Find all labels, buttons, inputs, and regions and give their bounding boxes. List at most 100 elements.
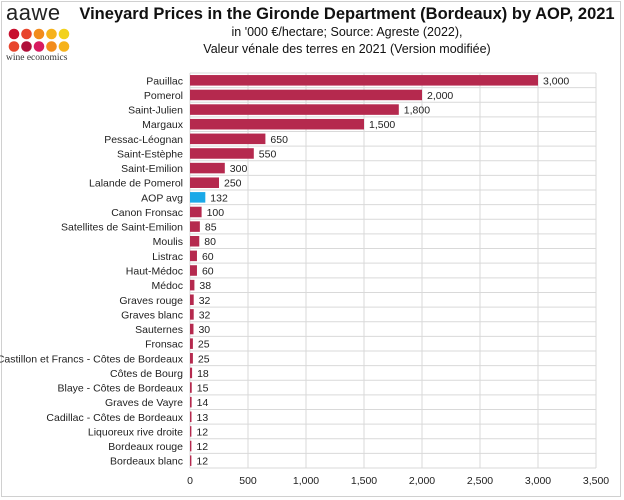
bar	[190, 338, 193, 349]
value-label: 650	[270, 134, 288, 146]
value-label: 14	[197, 397, 209, 409]
bar	[190, 133, 266, 145]
value-label: 15	[197, 383, 209, 395]
category-label: Listrac	[152, 251, 183, 263]
category-label: Graves blanc	[121, 309, 183, 321]
category-label: Haut-Médoc	[126, 266, 183, 278]
category-label: Fronsac	[145, 339, 183, 351]
logo-dot	[58, 28, 70, 40]
value-label: 3,000	[543, 75, 569, 87]
value-label: 550	[259, 148, 277, 160]
bar	[190, 250, 197, 262]
bar	[190, 118, 364, 130]
bar	[190, 382, 192, 393]
value-label: 300	[230, 163, 248, 175]
bar	[190, 411, 192, 423]
category-label: Saint-Julien	[128, 105, 183, 117]
category-label: Graves rouge	[119, 295, 183, 307]
value-label: 1,800	[404, 105, 430, 117]
logo-dots-icon	[8, 28, 70, 52]
value-label: 30	[198, 324, 210, 336]
value-label: 1,500	[369, 119, 395, 131]
value-label: 85	[205, 222, 217, 234]
bar	[190, 323, 194, 335]
x-tick-label: 3,500	[583, 475, 609, 487]
value-label: 12	[196, 456, 208, 468]
bar	[190, 221, 200, 232]
logo-wordmark: aawe	[6, 0, 61, 25]
category-label: Castillon et Francs - Côtes de Bordeaux	[0, 353, 184, 365]
x-tick-label: 0	[187, 475, 193, 487]
bar	[190, 235, 200, 247]
category-label: Graves de Vayre	[105, 397, 183, 409]
x-tick-label: 1,500	[351, 475, 377, 487]
category-label: Satellites de Saint-Emilion	[61, 222, 183, 234]
value-label: 32	[199, 295, 211, 307]
category-label: Saint-Estèphe	[117, 148, 183, 160]
aawe-logo: aawe wine economics	[6, 0, 72, 66]
logo-dot	[46, 41, 57, 52]
value-label: 25	[198, 339, 210, 351]
x-tick-label: 2,000	[409, 475, 435, 487]
category-label: Médoc	[151, 280, 183, 292]
category-label: Pessac-Léognan	[104, 134, 183, 146]
bar	[190, 177, 219, 188]
bar	[190, 265, 197, 276]
category-label: Margaux	[142, 119, 184, 131]
category-label: Saint-Emilion	[121, 163, 183, 175]
bar	[190, 206, 202, 218]
category-label: Canon Fronsac	[111, 207, 183, 219]
category-label: Cadillac - Côtes de Bordeaux	[46, 412, 183, 424]
bar	[190, 440, 192, 452]
bar	[190, 148, 254, 159]
x-tick-label: 3,000	[525, 475, 551, 487]
bar	[190, 104, 399, 115]
logo-dot	[58, 41, 70, 52]
value-label: 60	[202, 266, 214, 278]
logo-dot	[21, 41, 32, 52]
logo-dot	[8, 28, 20, 40]
category-label: Bordeaux rouge	[108, 441, 183, 453]
category-label: Moulis	[153, 236, 183, 248]
chart-title: Vineyard Prices in the Gironde Departmen…	[79, 5, 615, 23]
value-label: 100	[207, 207, 225, 219]
value-label: 38	[199, 280, 211, 292]
value-label: 12	[196, 441, 208, 453]
logo-dot	[33, 41, 45, 52]
bar	[190, 75, 538, 86]
value-label: 250	[224, 178, 242, 190]
bar	[190, 279, 195, 291]
bar	[190, 455, 192, 466]
bar	[190, 367, 193, 379]
bar	[190, 309, 194, 320]
bar	[190, 192, 206, 203]
logo-dot	[8, 41, 20, 52]
value-label: 25	[198, 353, 210, 365]
chart-header: Vineyard Prices in the Gironde Departmen…	[70, 4, 624, 58]
chart-subtitle-line-2: Valeur vénale des terres en 2021 (Versio…	[203, 42, 491, 56]
bar	[190, 353, 193, 364]
x-tick-label: 500	[239, 475, 257, 487]
value-label: 2,000	[427, 90, 453, 102]
value-label: 132	[210, 192, 228, 204]
category-label: Pauillac	[146, 75, 183, 87]
bar	[190, 294, 194, 306]
value-label: 18	[197, 368, 209, 380]
logo-tagline: wine economics	[6, 53, 68, 63]
category-label: Bordeaux blanc	[110, 456, 183, 468]
logo-dot	[33, 28, 45, 40]
value-label: 60	[202, 251, 214, 263]
category-label: Sauternes	[135, 324, 183, 336]
bar	[190, 426, 192, 437]
category-label: Pomerol	[144, 90, 183, 102]
value-label: 80	[204, 236, 216, 248]
category-label: AOP avg	[141, 192, 183, 204]
logo-dot	[21, 28, 32, 40]
category-label: Lalande de Pomerol	[89, 178, 183, 190]
category-label: Liquoreux rive droite	[88, 426, 183, 438]
value-label: 32	[199, 309, 211, 321]
x-tick-label: 1,000	[293, 475, 319, 487]
bar	[190, 89, 422, 101]
category-label: Côtes de Bourg	[110, 368, 183, 380]
